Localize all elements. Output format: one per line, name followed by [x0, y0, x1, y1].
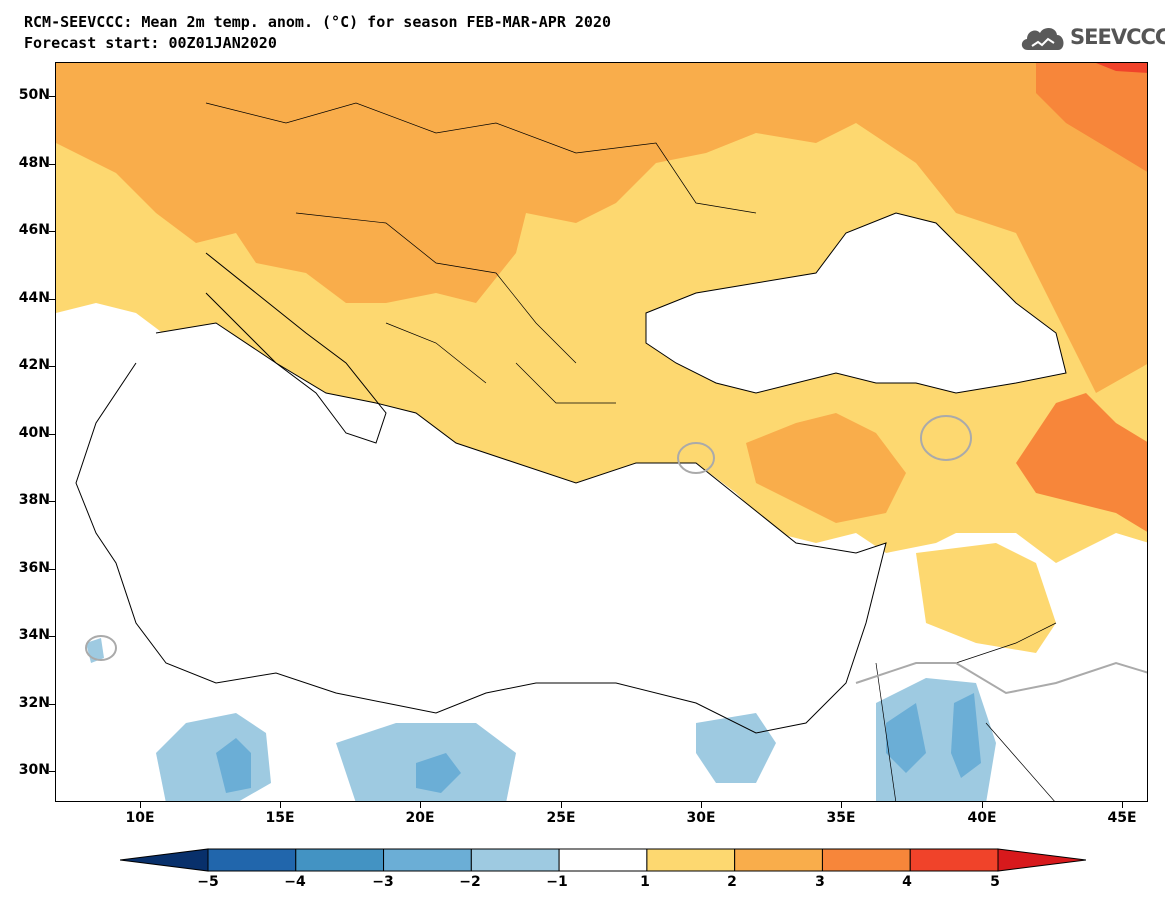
lat-tick: [49, 366, 55, 367]
lon-label: 35E: [826, 810, 856, 826]
lat-label: 36N: [18, 560, 50, 576]
anomaly-region-m2tom1-libya: [156, 713, 271, 801]
lat-tick: [49, 636, 55, 637]
italy-coast: [205, 252, 387, 444]
colorbar-segment: [470, 848, 560, 872]
colorbar-segments: [120, 848, 1086, 872]
lat-label: 44N: [18, 290, 50, 306]
colorbar: [120, 848, 1086, 872]
lon-tick: [1122, 802, 1123, 808]
lat-label: 42N: [18, 357, 50, 373]
lon-tick: [701, 802, 702, 808]
lat-label: 34N: [18, 627, 50, 643]
colorbar-label: −5: [197, 874, 219, 890]
lat-tick: [49, 704, 55, 705]
colorbar-label: −2: [459, 874, 481, 890]
lat-tick: [49, 434, 55, 435]
colorbar-segment: [734, 848, 823, 872]
seevccc-logo: SEEVCCC: [1018, 22, 1165, 56]
lat-label: 50N: [18, 87, 50, 103]
lon-tick: [841, 802, 842, 808]
zero-contours: [85, 415, 1147, 695]
lon-label: 20E: [405, 810, 435, 826]
lat-tick: [49, 771, 55, 772]
lon-label: 30E: [686, 810, 716, 826]
map-panel: [55, 62, 1148, 802]
lat-tick: [49, 299, 55, 300]
anomaly-region-m2tom1-egypt: [696, 713, 776, 783]
lat-tick: [49, 569, 55, 570]
lat-label: 48N: [18, 155, 50, 171]
contour-anatolia-1: [677, 442, 715, 474]
contour-caucasus: [920, 415, 972, 461]
colorbar-label: −4: [284, 874, 306, 890]
border-lines: [205, 102, 1057, 801]
contour-south: [855, 661, 1147, 695]
colorbar-label: 5: [990, 874, 1000, 890]
anomaly-region-3to4-ne: [1036, 63, 1147, 172]
anomaly-region-1to2-syria: [916, 543, 1056, 653]
colorbar-label: 2: [727, 874, 737, 890]
lon-tick: [280, 802, 281, 808]
lon-label: 10E: [125, 810, 155, 826]
lat-label: 32N: [18, 695, 50, 711]
anomaly-region-m3tom2-libya: [216, 738, 251, 793]
anomaly-region-4to5-ne: [1096, 63, 1147, 73]
colorbar-segment: [207, 848, 297, 872]
black-sea-coast: [645, 212, 1067, 394]
lon-label: 45E: [1107, 810, 1137, 826]
chart-title: RCM-SEEVCCC: Mean 2m temp. anom. (°C) fo…: [24, 13, 611, 31]
colorbar-label: −1: [546, 874, 568, 890]
colorbar-segment: [821, 848, 911, 872]
lat-label: 38N: [18, 492, 50, 508]
anomaly-fill-layer: [56, 63, 1147, 801]
anomaly-region-3to4-caucasus: [1016, 393, 1147, 532]
lon-label: 25E: [546, 810, 576, 826]
lon-tick: [561, 802, 562, 808]
lat-tick: [49, 231, 55, 232]
colorbar-segment: [909, 848, 999, 872]
lat-label: 30N: [18, 762, 50, 778]
colorbar-segment: [558, 848, 648, 872]
lat-tick: [49, 96, 55, 97]
mediterranean-sea: [76, 323, 886, 733]
cloud-icon: [1021, 27, 1064, 50]
colorbar-extend-high: [997, 848, 1086, 872]
coastlines-and-borders: [75, 102, 1067, 801]
anomaly-region-m3tom2-saudi: [951, 693, 981, 778]
lat-tick: [49, 164, 55, 165]
forecast-start-label: Forecast start: 00Z01JAN2020: [24, 34, 277, 52]
colorbar-label: −3: [372, 874, 394, 890]
anomaly-region-2to3-anatolia: [746, 413, 906, 523]
colorbar-extend-low: [120, 848, 209, 872]
lat-label: 46N: [18, 222, 50, 238]
logo-text: SEEVCCC: [1070, 25, 1165, 49]
lon-tick: [420, 802, 421, 808]
colorbar-label: 3: [815, 874, 825, 890]
lat-tick: [49, 501, 55, 502]
anomaly-map: [56, 63, 1147, 801]
lon-tick: [982, 802, 983, 808]
lon-label: 15E: [265, 810, 295, 826]
colorbar-segment: [295, 848, 385, 872]
anomaly-region-2to3-north: [56, 63, 1147, 393]
mediterranean-coast: [75, 322, 887, 734]
colorbar-label: 1: [640, 874, 650, 890]
anomaly-region-m3tom2-jordan: [886, 703, 926, 773]
contour-tunisia: [85, 635, 117, 661]
lon-tick: [140, 802, 141, 808]
colorbar-label: 4: [902, 874, 912, 890]
lon-label: 40E: [967, 810, 997, 826]
anomaly-region-m3tom2-cyrenaica: [416, 753, 461, 793]
black-sea: [646, 213, 1066, 393]
colorbar-segment: [383, 848, 472, 872]
colorbar-segment: [646, 848, 736, 872]
lat-label: 40N: [18, 425, 50, 441]
